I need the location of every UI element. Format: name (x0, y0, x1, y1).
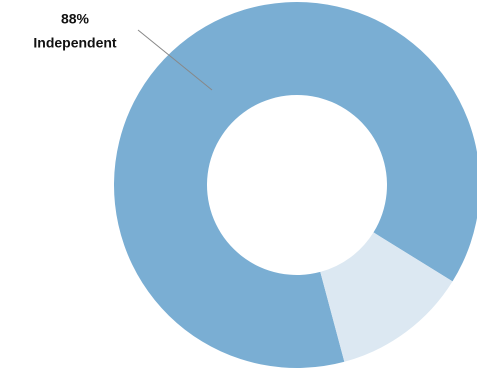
slice (114, 2, 477, 368)
leader-line (137, 29, 213, 91)
data-label: 88% (61, 11, 90, 27)
category-label: Independent (33, 35, 117, 51)
slice (320, 232, 453, 362)
